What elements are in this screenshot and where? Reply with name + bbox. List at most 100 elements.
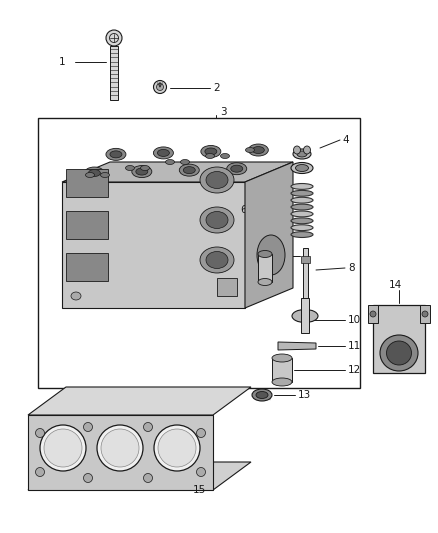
Polygon shape — [278, 342, 316, 350]
Ellipse shape — [291, 163, 313, 174]
Ellipse shape — [256, 392, 268, 399]
Polygon shape — [62, 182, 245, 308]
Bar — [301, 298, 309, 333]
Ellipse shape — [206, 172, 228, 189]
Bar — [373, 305, 425, 373]
Bar — [258, 254, 272, 282]
Ellipse shape — [296, 165, 308, 172]
Ellipse shape — [153, 147, 173, 159]
Ellipse shape — [292, 310, 318, 322]
Ellipse shape — [166, 159, 174, 165]
Bar — [66, 169, 108, 197]
Text: 3: 3 — [220, 107, 226, 117]
Ellipse shape — [291, 190, 313, 196]
Ellipse shape — [197, 467, 205, 477]
Bar — [420, 305, 430, 323]
Ellipse shape — [205, 148, 217, 155]
Ellipse shape — [132, 166, 152, 177]
Text: 4: 4 — [342, 135, 349, 145]
Text: 14: 14 — [389, 280, 402, 290]
Ellipse shape — [304, 146, 311, 154]
Ellipse shape — [291, 225, 313, 231]
Ellipse shape — [297, 151, 307, 157]
Ellipse shape — [100, 173, 110, 177]
Ellipse shape — [141, 166, 149, 171]
Ellipse shape — [291, 183, 313, 189]
Ellipse shape — [35, 429, 45, 438]
Ellipse shape — [84, 473, 92, 482]
Ellipse shape — [293, 146, 300, 154]
Text: 10: 10 — [348, 315, 361, 325]
Ellipse shape — [291, 204, 313, 210]
Ellipse shape — [246, 148, 254, 152]
Ellipse shape — [248, 144, 268, 156]
Ellipse shape — [101, 429, 139, 467]
Ellipse shape — [197, 429, 205, 438]
Ellipse shape — [227, 163, 247, 175]
Ellipse shape — [386, 341, 411, 365]
Polygon shape — [28, 415, 213, 490]
Text: 7: 7 — [258, 251, 265, 261]
Text: 11: 11 — [348, 341, 361, 351]
Ellipse shape — [293, 149, 311, 159]
Bar — [368, 305, 378, 323]
Ellipse shape — [200, 167, 234, 193]
Bar — [110, 46, 118, 100]
Polygon shape — [28, 462, 251, 490]
Ellipse shape — [85, 167, 104, 179]
Ellipse shape — [272, 354, 292, 362]
Ellipse shape — [156, 84, 163, 91]
Text: 13: 13 — [298, 390, 311, 400]
Text: 5: 5 — [240, 163, 247, 173]
Polygon shape — [245, 162, 293, 308]
Ellipse shape — [258, 251, 272, 257]
Ellipse shape — [126, 166, 134, 171]
Bar — [38, 118, 360, 388]
Bar — [303, 248, 308, 312]
Ellipse shape — [200, 207, 234, 233]
Ellipse shape — [422, 311, 428, 317]
Ellipse shape — [88, 169, 100, 176]
Ellipse shape — [205, 154, 215, 158]
Ellipse shape — [44, 429, 82, 467]
Ellipse shape — [257, 235, 285, 275]
Bar — [66, 211, 108, 239]
Ellipse shape — [291, 211, 313, 217]
Ellipse shape — [144, 423, 152, 432]
Ellipse shape — [201, 146, 221, 157]
Ellipse shape — [85, 173, 95, 177]
Ellipse shape — [71, 292, 81, 300]
Text: 9: 9 — [215, 265, 222, 275]
Bar — [217, 278, 237, 296]
Text: 15: 15 — [193, 485, 206, 495]
Ellipse shape — [252, 389, 272, 401]
Ellipse shape — [106, 30, 122, 46]
Ellipse shape — [380, 335, 418, 371]
Text: 12: 12 — [348, 365, 361, 375]
Ellipse shape — [291, 232, 313, 238]
Ellipse shape — [370, 311, 376, 317]
Ellipse shape — [179, 164, 199, 176]
Ellipse shape — [231, 165, 243, 172]
Ellipse shape — [84, 423, 92, 432]
Ellipse shape — [206, 212, 228, 229]
Polygon shape — [28, 387, 251, 415]
Text: 6: 6 — [240, 205, 247, 215]
Bar — [66, 253, 108, 281]
Text: 1: 1 — [59, 57, 66, 67]
Ellipse shape — [35, 467, 45, 477]
Ellipse shape — [154, 425, 200, 471]
Ellipse shape — [153, 80, 166, 93]
Ellipse shape — [180, 159, 190, 165]
Ellipse shape — [206, 252, 228, 269]
Polygon shape — [62, 162, 293, 182]
Ellipse shape — [272, 378, 292, 386]
Text: 8: 8 — [348, 263, 355, 273]
Ellipse shape — [158, 429, 196, 467]
Bar — [301, 256, 310, 263]
Bar — [272, 358, 292, 382]
Ellipse shape — [106, 148, 126, 160]
Ellipse shape — [291, 218, 313, 224]
Ellipse shape — [40, 425, 86, 471]
Text: 2: 2 — [213, 83, 219, 93]
